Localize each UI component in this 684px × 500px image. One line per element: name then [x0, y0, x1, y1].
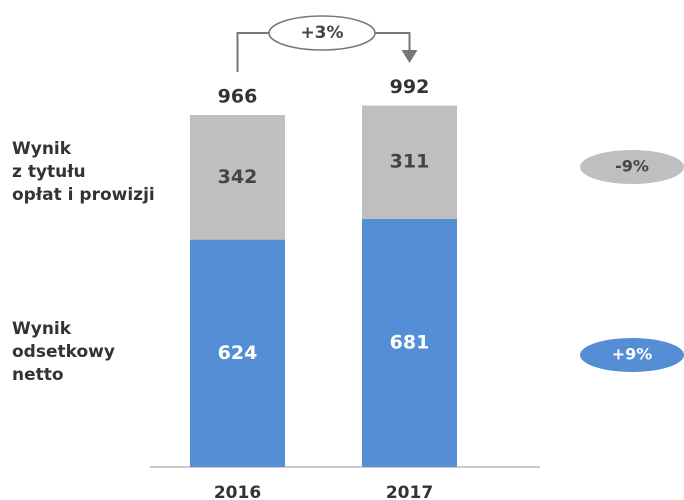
- value-label: 624: [218, 342, 258, 364]
- change-label: +9%: [612, 345, 653, 364]
- change-bubble: [580, 150, 684, 184]
- bar-segment: [190, 239, 285, 467]
- bar-segment: [362, 105, 457, 219]
- bar-segment: [190, 114, 285, 240]
- value-label: 681: [390, 331, 430, 353]
- x-tick-label: 2017: [386, 483, 433, 500]
- total-label: 966: [218, 85, 258, 107]
- value-label: 342: [218, 166, 258, 188]
- change-bubble: [268, 15, 376, 51]
- change-bubble: [580, 338, 684, 372]
- change-label: -9%: [615, 157, 649, 176]
- series-label: Wynik odsetkowy netto: [12, 319, 115, 385]
- bar-segment: [362, 218, 457, 467]
- total-label: 992: [390, 76, 430, 98]
- value-label: 311: [390, 151, 430, 173]
- arrow-head: [401, 50, 418, 63]
- x-tick-label: 2016: [214, 483, 261, 500]
- series-label: Wynik z tytułu opłat i prowizji: [12, 139, 155, 205]
- change-label: +3%: [300, 23, 343, 43]
